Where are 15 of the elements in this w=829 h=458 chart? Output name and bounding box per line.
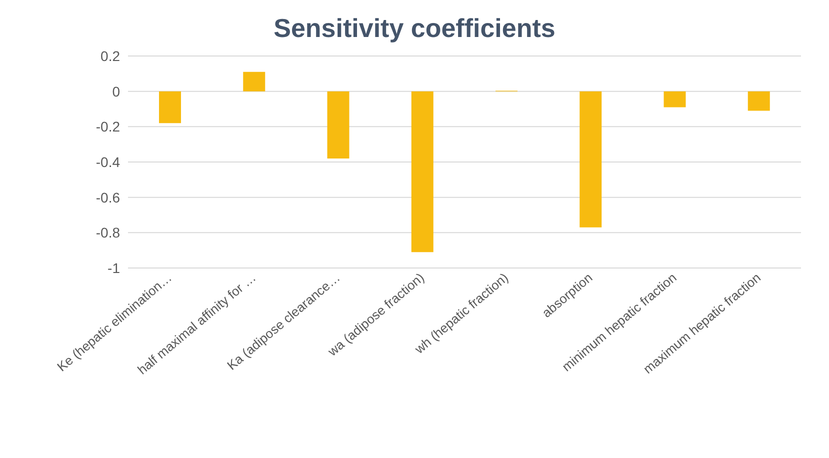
y-tick-label: -0.2: [96, 118, 120, 135]
bar: [243, 72, 266, 92]
bar: [580, 91, 602, 228]
y-tick-label: -0.6: [96, 189, 120, 206]
y-tick-label: -1: [108, 260, 120, 276]
chart-title: Sensitivity coefficients: [272, 12, 556, 45]
bar: [411, 91, 434, 252]
y-tick-label: 0: [112, 83, 120, 100]
bar: [748, 91, 770, 111]
y-tick-label: -0.4: [96, 154, 120, 170]
y-tick-label: 0.2: [100, 48, 120, 64]
bar: [327, 91, 350, 158]
y-tick-label: -0.8: [96, 224, 120, 241]
bar: [664, 91, 686, 108]
bar: [159, 91, 181, 124]
